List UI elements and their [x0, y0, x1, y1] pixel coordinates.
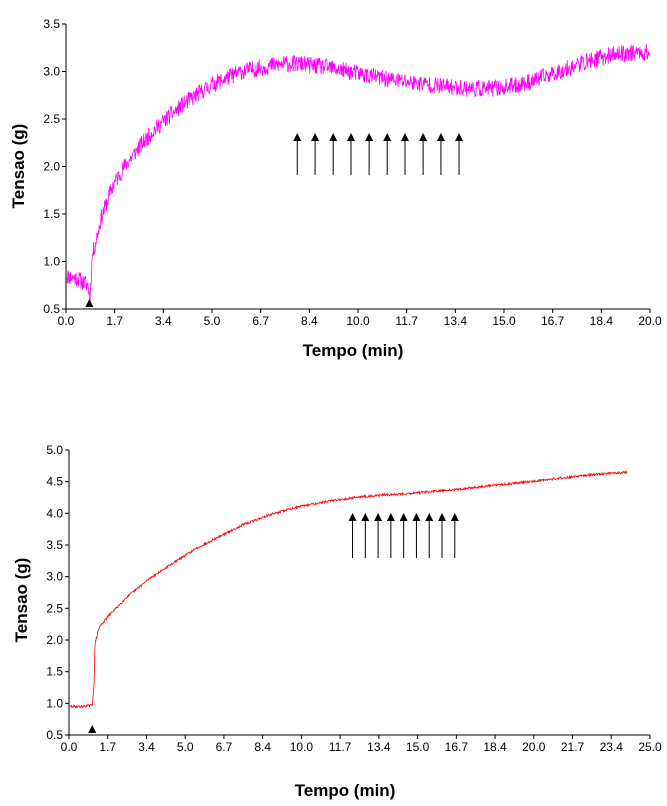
x-tick-label: 11.7	[395, 314, 418, 328]
arrow-marker	[348, 513, 357, 558]
y-tick-label: 0.5	[46, 728, 63, 742]
x-axis: 0.0 1.7 3.4 5.0 6.7 8.4 10.0 11.7 13.4 15.0 16.7 18…	[61, 734, 662, 754]
arrow-marker	[450, 513, 459, 558]
x-tick-label: 6.7	[252, 314, 269, 328]
x-tick-label: 18.4	[590, 314, 614, 328]
x-tick-label: 8.4	[301, 314, 318, 328]
arrow-marker	[436, 133, 445, 175]
y-tick-label: 5.0	[46, 443, 63, 457]
x-axis-title: Tempo (min)	[303, 341, 404, 360]
y-tick-label: 3.0	[46, 570, 63, 584]
y-tick-label: 3.5	[43, 17, 60, 31]
x-tick-label: 5.0	[204, 314, 221, 328]
y-axis-title: Tensao (g)	[9, 124, 28, 209]
arrow-marker	[412, 513, 421, 558]
x-tick-label: 25.0	[638, 740, 662, 754]
x-tick-label: 1.7	[99, 740, 116, 754]
arrow-marker	[293, 133, 302, 175]
triangle-marker	[85, 299, 94, 307]
arrow-marker	[361, 513, 370, 558]
arrow-marker	[365, 133, 374, 175]
x-tick-label: 13.4	[444, 314, 468, 328]
y-tick-label: 2.0	[43, 160, 60, 174]
y-tick-label: 1.0	[43, 255, 60, 269]
series-line	[68, 470, 628, 709]
x-tick-label: 10.0	[290, 740, 314, 754]
markers-group	[88, 513, 459, 733]
arrow-marker	[383, 133, 392, 175]
y-tick-label: 2.0	[46, 633, 63, 647]
tension-chart-2: 0.5 1.0 1.5 2.0 2.5 3.0 3.5 4.0 4.5 5.0 0.0 1.7 3.4…	[12, 443, 662, 800]
markers-group	[85, 133, 464, 307]
x-tick-label: 21.7	[561, 740, 585, 754]
x-tick-label: 18.4	[483, 740, 507, 754]
arrow-marker	[455, 133, 464, 175]
arrow-marker	[419, 133, 428, 175]
arrow-marker	[346, 133, 355, 175]
y-tick-label: 0.5	[43, 302, 60, 316]
y-tick-label: 2.5	[43, 112, 60, 126]
x-tick-label: 8.4	[254, 740, 271, 754]
y-axis: 0.5 1.0 1.5 2.0 2.5 3.0 3.5	[43, 17, 67, 316]
y-tick-label: 3.5	[46, 538, 63, 552]
y-axis: 0.5 1.0 1.5 2.0 2.5 3.0 3.5 4.0 4.5 5.0	[46, 443, 70, 742]
x-tick-label: 6.7	[216, 740, 233, 754]
x-tick-label: 0.0	[58, 314, 75, 328]
x-tick-label: 1.7	[106, 314, 123, 328]
y-tick-label: 1.5	[46, 665, 63, 679]
x-tick-label: 15.0	[406, 740, 430, 754]
x-tick-label: 23.4	[600, 740, 624, 754]
arrow-marker	[374, 513, 383, 558]
arrow-marker	[401, 133, 410, 175]
y-tick-label: 4.5	[46, 475, 63, 489]
y-tick-label: 3.0	[43, 65, 60, 79]
arrow-marker	[399, 513, 408, 558]
series-line	[65, 43, 651, 303]
x-tick-label: 13.4	[367, 740, 391, 754]
x-axis: 0.0 1.7 3.4 5.0 6.7 8.4 10.0 11.7 13.4 15.0 16.7 18…	[58, 308, 662, 328]
triangle-marker	[88, 725, 97, 733]
y-tick-label: 1.0	[46, 696, 63, 710]
x-axis-title: Tempo (min)	[295, 781, 396, 800]
arrow-marker	[425, 513, 434, 558]
arrow-marker	[438, 513, 447, 558]
x-tick-label: 20.0	[522, 740, 546, 754]
arrow-marker	[386, 513, 395, 558]
tension-chart-1: 0.5 1.0 1.5 2.0 2.5 3.0 3.5 0.0 1.7 3.4 5.0 6.7 8.4…	[9, 17, 662, 360]
x-tick-label: 0.0	[61, 740, 78, 754]
y-tick-label: 2.5	[46, 601, 63, 615]
x-tick-label: 20.0	[638, 314, 662, 328]
x-tick-label: 5.0	[177, 740, 194, 754]
x-tick-label: 15.0	[492, 314, 516, 328]
y-tick-label: 1.5	[43, 207, 60, 221]
y-axis-title: Tensao (g)	[12, 558, 31, 643]
x-tick-label: 10.0	[346, 314, 370, 328]
x-tick-label: 16.7	[445, 740, 469, 754]
arrow-marker	[329, 133, 338, 175]
x-tick-label: 3.4	[138, 740, 155, 754]
x-tick-label: 16.7	[541, 314, 565, 328]
x-tick-label: 11.7	[329, 740, 352, 754]
series-group	[68, 470, 628, 709]
series-group	[65, 43, 651, 303]
x-tick-label: 3.4	[155, 314, 172, 328]
y-tick-label: 4.0	[46, 506, 63, 520]
arrow-marker	[311, 133, 320, 175]
